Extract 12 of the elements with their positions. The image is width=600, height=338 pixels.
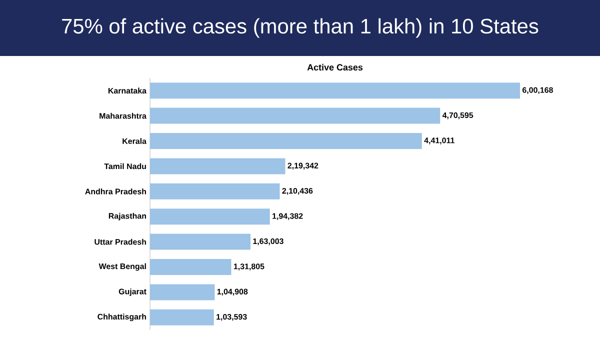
bar	[150, 108, 440, 124]
bar	[150, 259, 232, 276]
bar	[150, 234, 250, 250]
bar	[150, 183, 280, 200]
bar	[150, 82, 520, 99]
bar	[150, 133, 422, 149]
bar	[150, 208, 270, 225]
bar	[150, 284, 215, 300]
chart-title: 75% of active cases (more than 1 lakh) in 10 States	[62, 18, 538, 38]
bar	[150, 158, 286, 174]
bar	[150, 309, 214, 326]
chart-subtitle: Active Cases	[307, 64, 363, 70]
